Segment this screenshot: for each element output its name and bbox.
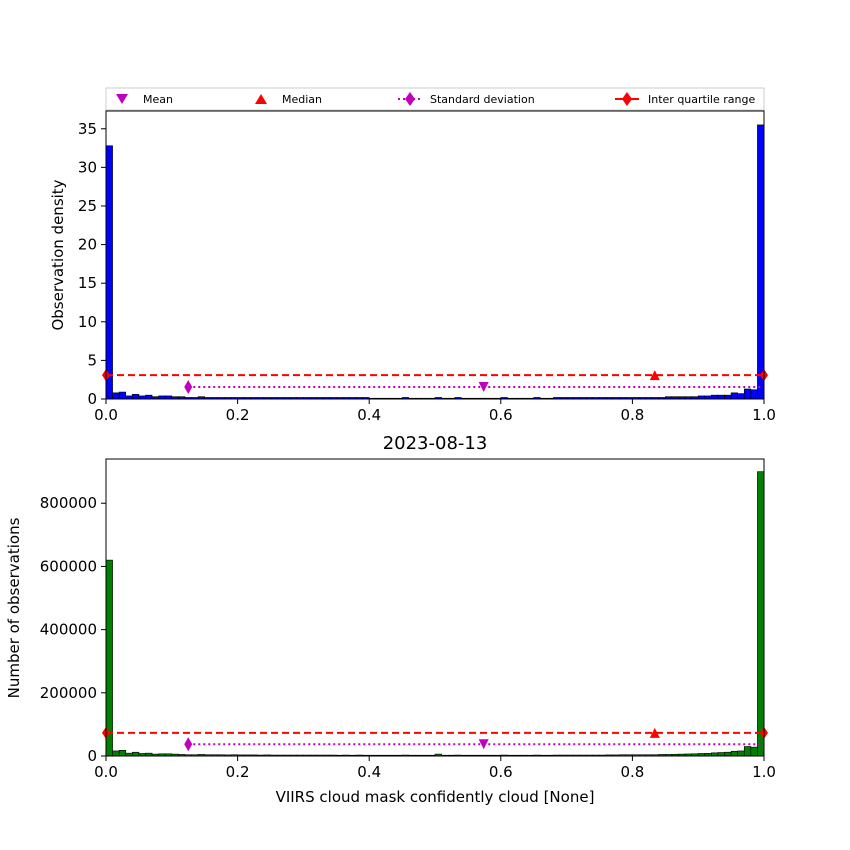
count-bar [750,746,758,757]
count-bar [105,559,113,757]
density-bar [105,145,113,400]
count-bar [724,751,732,757]
count-xtick-label: 0.6 [489,763,513,781]
density-ytick-label: 35 [78,120,97,138]
legend-label-std: Standard deviation [430,93,535,106]
count-ytick-label: 400000 [40,621,97,639]
legend-label-median: Median [282,93,322,106]
count-bar [757,471,765,757]
density-ytick-label: 15 [78,274,97,292]
density-ytick-label: 20 [78,236,97,254]
std-marker-icon [405,92,415,106]
density-bar [112,392,120,400]
legend-label-iqr: Inter quartile range [648,93,755,106]
chart-title: 2023-08-13 [383,433,488,454]
density-bar [757,124,765,400]
count-bar [132,751,140,757]
count-histogram-axes: 0.0 0.2 0.4 0.6 0.8 1.0 0 200000 400000 600000 800… [40,458,776,781]
count-axes-frame [105,458,765,757]
count-ytick-label: 800000 [40,494,97,512]
legend-item-median: Median [255,93,322,106]
count-bar [118,750,127,757]
density-bar [717,394,725,400]
count-bars [105,471,765,757]
density-xtick-label: 0.4 [357,406,381,424]
legend-item-iqr: Inter quartile range [615,92,755,106]
count-xlabel: VIIRS cloud mask confidently cloud [None… [276,788,595,806]
legend: Mean Median Standard deviation Inter qua… [105,87,765,111]
legend-frame [105,87,765,111]
density-bar [730,392,738,400]
density-xtick-label: 0.0 [94,406,118,424]
count-ylabel: Number of observations [5,517,23,698]
density-bar [743,388,752,400]
median-marker-icon [255,94,267,104]
density-bars [105,124,765,400]
iqr-marker-icon [622,92,632,106]
density-bar [145,394,153,400]
count-bar [112,750,120,757]
density-ytick-label: 30 [78,158,97,176]
count-std-marker [184,737,193,752]
count-ytick-label: 0 [87,747,97,765]
density-xtick-label: 0.2 [226,406,250,424]
count-bar [737,750,745,757]
density-ytick-label: 0 [87,390,97,408]
density-bar [724,394,732,400]
density-bar [711,394,719,400]
density-ytick-label: 25 [78,197,97,215]
density-ylabel: Observation density [49,179,67,330]
count-bar [743,746,752,757]
density-bar [132,394,140,400]
density-median-marker [649,370,660,381]
count-xtick-label: 0.2 [226,763,250,781]
density-bar [737,393,745,400]
count-mean-marker [478,739,489,750]
legend-item-std: Standard deviation [398,92,535,106]
density-axes-frame [105,110,765,400]
count-bar [717,752,725,757]
count-xtick-label: 0.0 [94,763,118,781]
count-xtick-label: 0.8 [620,763,644,781]
density-bar [750,389,758,400]
density-ytick-label: 5 [87,351,97,369]
count-bar [730,750,738,757]
density-xtick-label: 0.8 [620,406,644,424]
density-bar [118,391,127,400]
legend-label-mean: Mean [143,93,173,106]
density-ytick-label: 10 [78,313,97,331]
density-xtick-label: 1.0 [752,406,776,424]
count-xtick-label: 1.0 [752,763,776,781]
count-xtick-label: 0.4 [357,763,381,781]
mean-marker-icon [116,94,128,104]
legend-item-mean: Mean [116,93,173,106]
density-histogram-axes: 0.0 0.2 0.4 0.6 0.8 1.0 0 5 10 15 20 25 30 35 [78,110,776,424]
density-mean-marker [478,382,489,393]
density-std-marker [184,380,193,395]
count-median-marker [649,727,660,738]
count-ytick-label: 200000 [40,684,97,702]
density-xtick-label: 0.6 [489,406,513,424]
count-ytick-label: 600000 [40,557,97,575]
